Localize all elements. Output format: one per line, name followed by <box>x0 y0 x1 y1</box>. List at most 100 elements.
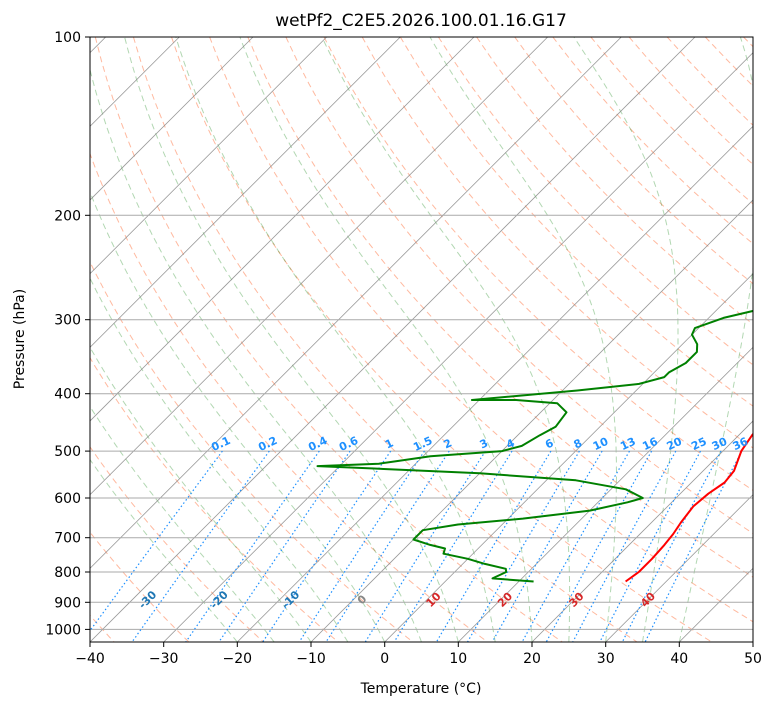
moist-adiabat <box>90 405 275 642</box>
dry-adiabat <box>704 37 753 87</box>
y-tick-label: 500 <box>54 444 81 460</box>
dry-adiabat <box>90 446 264 642</box>
mixing-ratio-line <box>521 450 631 642</box>
dry-adiabat <box>90 356 339 642</box>
mixing-ratio-line <box>545 450 653 642</box>
x-tick-label: −20 <box>223 651 253 667</box>
series-layer <box>316 309 753 583</box>
mixing-ratio-line <box>298 450 425 642</box>
axes: −40 −30 −20 −10 0 10 20 30 40 50 100 200 300 400 500 60… <box>45 30 762 667</box>
isotherm <box>752 641 753 642</box>
dry-adiabat <box>94 37 563 642</box>
x-axis-label: Temperature (°C) <box>360 681 482 697</box>
mixing-ratio-label: 25 <box>689 435 708 453</box>
mixing-ratio-line <box>491 450 603 642</box>
y-axis-label: Pressure (hPa) <box>12 289 28 389</box>
dry-adiabat-label: 10 <box>424 590 444 610</box>
moist-adiabat <box>90 458 238 642</box>
x-tick-label: 30 <box>597 651 615 667</box>
dry-adiabat <box>90 152 488 642</box>
moist-adiabat <box>321 37 571 642</box>
dry-adiabat <box>247 37 753 578</box>
chart-title: wetPf2_C2E5.2026.100.01.16.G17 <box>275 11 567 31</box>
isotherm <box>90 37 401 348</box>
dry-adiabat <box>743 37 753 48</box>
isotherm <box>90 37 475 422</box>
moist-adiabat <box>678 37 753 642</box>
mixing-ratio-label: 20 <box>665 435 685 453</box>
mixing-ratio-line <box>325 450 450 642</box>
dry-adiabat <box>209 37 753 623</box>
mixing-ratio-line <box>393 450 513 642</box>
mixing-ratio-line <box>644 450 743 642</box>
y-tick-label: 200 <box>54 208 81 224</box>
isotherm <box>458 346 753 642</box>
dry-adiabat <box>590 37 753 205</box>
isotherm <box>90 37 696 642</box>
isotherm <box>237 125 753 642</box>
dry-adiabat <box>476 37 753 325</box>
mixing-ratio-line <box>131 450 270 642</box>
isotherm <box>90 37 622 569</box>
moist-adiabat <box>429 37 617 642</box>
isotherm <box>90 37 327 275</box>
mixing-ratio-label: 13 <box>618 435 637 453</box>
line-labels: 0.1 0.2 0.4 0.6 1 1.5 2 3 4 6 8 10 13 16 20 25 30 36-30 -2… <box>136 434 750 612</box>
mixing-ratio-line <box>621 450 722 642</box>
dry-adiabat-label: -10 <box>279 588 302 611</box>
dry-adiabat <box>132 37 638 642</box>
mixing-ratio-line <box>262 450 392 642</box>
x-tick-label: 0 <box>380 651 389 667</box>
isotherm <box>163 52 753 642</box>
isotherm <box>605 494 753 642</box>
mixing-ratio-line <box>218 450 351 642</box>
y-tick-label: 300 <box>54 313 81 329</box>
mixing-ratio-line <box>90 450 223 632</box>
isotherm <box>531 420 753 642</box>
dry-adiabat <box>552 37 753 245</box>
dry-adiabat <box>437 37 753 366</box>
moist-adiabat <box>90 346 312 642</box>
x-tick-label: −30 <box>149 651 179 667</box>
mixing-ratio-line <box>599 450 702 642</box>
moist-adiabat <box>90 277 349 642</box>
dry-adiabat <box>90 531 190 642</box>
moist-adiabat <box>239 37 533 642</box>
y-tick-label: 600 <box>54 491 81 507</box>
x-tick-label: 20 <box>523 651 541 667</box>
moist-adiabat <box>90 67 422 642</box>
isotherm <box>384 273 753 642</box>
dry-adiabat <box>285 37 753 535</box>
x-tick-label: 10 <box>449 651 467 667</box>
x-tick-label: 50 <box>744 651 762 667</box>
moist-adiabat <box>175 37 496 642</box>
dry-adiabat-label: 20 <box>495 590 515 610</box>
isotherm <box>310 199 753 642</box>
x-tick-label: −10 <box>296 651 326 667</box>
mixing-ratio-line <box>435 450 552 642</box>
x-tick-label: 40 <box>670 651 688 667</box>
dewpoint-profile <box>316 309 753 583</box>
moist-adiabat <box>90 190 386 642</box>
y-tick-label: 100 <box>54 30 81 46</box>
y-tick-label: 900 <box>54 595 81 611</box>
grid-layer <box>90 37 753 642</box>
y-tick-label: 800 <box>54 565 81 581</box>
temperature-profile <box>625 432 753 583</box>
x-tick-label: −40 <box>75 651 105 667</box>
mixing-ratio-label: 10 <box>591 435 611 453</box>
mixing-ratio-line <box>185 450 320 642</box>
dry-adiabat <box>666 37 753 126</box>
isotherm <box>90 37 548 496</box>
mixing-ratio-label: 6 <box>543 436 556 451</box>
y-tick-label: 400 <box>54 387 81 403</box>
dry-adiabat <box>323 37 753 491</box>
dry-adiabat <box>171 37 712 642</box>
y-tick-label: 1000 <box>45 622 81 638</box>
plot-frame <box>89 36 754 643</box>
y-tick-label: 700 <box>54 531 81 547</box>
mixing-ratio-line <box>364 450 486 642</box>
dry-adiabat <box>514 37 753 285</box>
mixing-ratio-label: 30 <box>710 435 730 453</box>
dry-adiabat <box>90 260 414 642</box>
